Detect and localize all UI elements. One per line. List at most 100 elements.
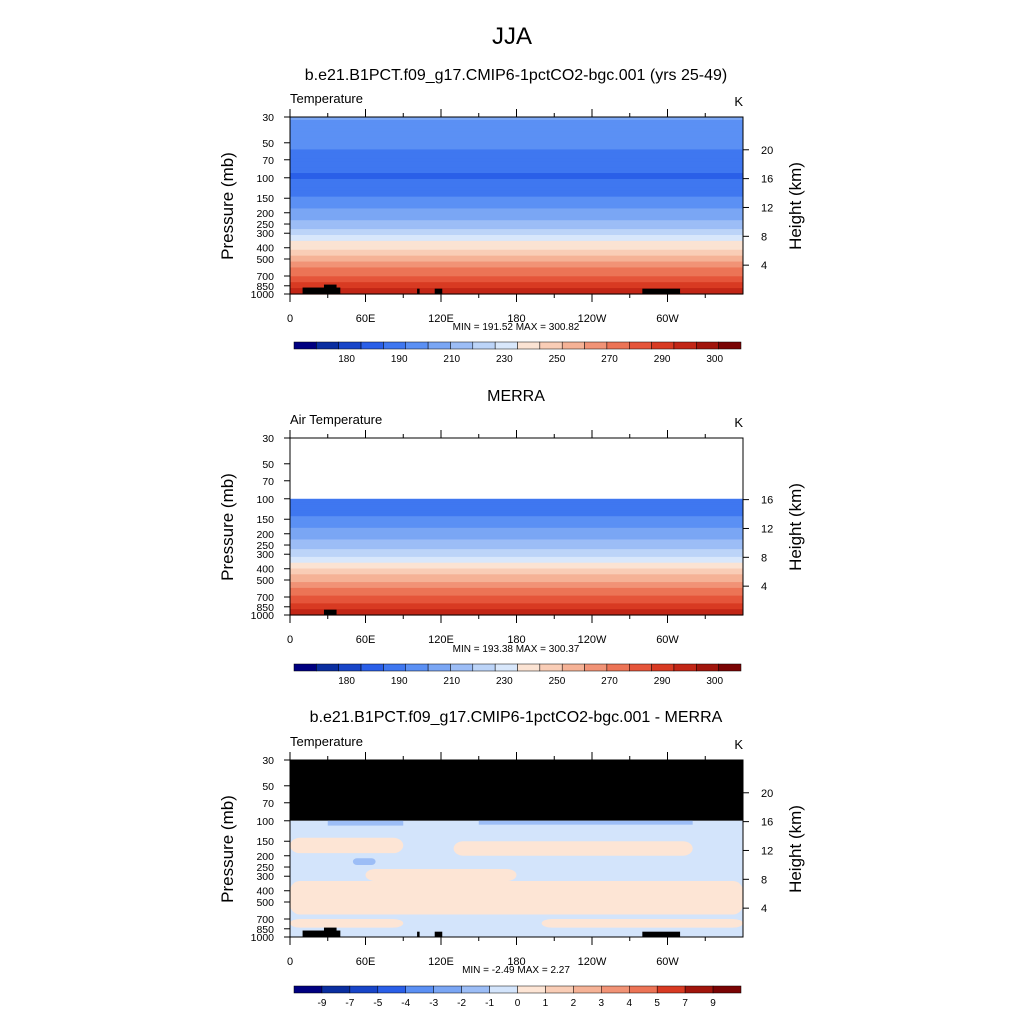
contour-band — [290, 578, 743, 581]
colorbar-swatch — [405, 663, 429, 672]
colorbar-label: 210 — [443, 354, 460, 365]
y-tick-label: 30 — [262, 112, 274, 124]
contour-band — [290, 161, 743, 165]
contour-field — [289, 437, 744, 616]
colorbar-swatch — [718, 341, 742, 350]
height-tick-label: 4 — [761, 260, 767, 272]
contour-band — [290, 173, 743, 177]
contour-band — [290, 131, 743, 136]
contour-band — [290, 554, 743, 558]
colorbar-swatch — [656, 985, 686, 994]
colorbar-swatch — [606, 663, 630, 672]
contour-band — [290, 232, 743, 236]
topography — [302, 287, 341, 294]
colorbar-swatch — [539, 663, 563, 672]
x-tick-label: 120E — [428, 634, 454, 646]
colorbar-label: 3 — [599, 998, 605, 1009]
colorbar-swatch — [561, 663, 585, 672]
colorbar-label: 9 — [710, 998, 716, 1009]
contour-band — [290, 498, 743, 502]
y-axis-label: Pressure (mb) — [218, 473, 237, 581]
colorbar-swatch — [712, 985, 742, 994]
contour-band — [290, 128, 743, 133]
contour-band — [290, 502, 743, 506]
topography — [434, 288, 443, 294]
y-tick-label: 70 — [262, 155, 274, 167]
colorbar-label: -9 — [317, 998, 326, 1009]
contour-band — [290, 158, 743, 162]
contour-band — [290, 522, 743, 525]
y-tick-label: 50 — [262, 459, 274, 471]
colorbar-swatch — [360, 663, 384, 672]
x-tick-label: 0 — [287, 634, 293, 646]
colorbar-swatch — [584, 663, 608, 672]
height-tick-label: 12 — [761, 845, 773, 857]
contour-band — [290, 609, 743, 612]
colorbar-swatch — [606, 341, 630, 350]
y-tick-label: 150 — [256, 836, 274, 848]
colorbar-swatch — [601, 985, 630, 994]
contour-band — [290, 576, 743, 579]
contour-band — [541, 918, 743, 928]
x-tick-label: 180 — [507, 313, 525, 325]
contour-band — [290, 235, 743, 239]
contour-band — [290, 591, 743, 595]
contour-band — [290, 167, 743, 171]
colorbar-swatch — [461, 985, 490, 994]
y-tick-label: 400 — [256, 886, 274, 898]
colorbar-swatch — [377, 985, 406, 994]
y-tick-label: 100 — [256, 173, 274, 185]
contour-band — [290, 240, 743, 245]
colorbar-swatch — [360, 341, 384, 350]
colorbar-label: 190 — [391, 676, 408, 687]
contour-band — [290, 255, 743, 260]
contour-band — [290, 237, 743, 242]
height-axis: 4 8 12 16 — [743, 495, 773, 593]
contour-band — [290, 556, 743, 560]
colorbar-swatch — [539, 341, 563, 350]
height-axis: 4 8 12 16 20 — [743, 145, 773, 272]
contour-band — [290, 199, 743, 204]
colorbar-label: -2 — [457, 998, 466, 1009]
right-axis-label: Height (km) — [786, 162, 805, 250]
colorbar-label: -4 — [401, 998, 410, 1009]
y-tick-label: 100 — [256, 816, 274, 828]
colorbar-swatch — [405, 341, 429, 350]
contour-band — [290, 508, 743, 511]
y-tick-label: 1000 — [251, 932, 275, 944]
contour-band — [290, 246, 743, 251]
colorbar-label: 300 — [706, 354, 723, 365]
colorbar-label: 270 — [601, 676, 618, 687]
y-tick-label: 500 — [256, 575, 274, 587]
colorbar-swatch — [427, 663, 451, 672]
contour-band — [290, 568, 743, 572]
colorbar-label: 190 — [391, 354, 408, 365]
colorbar-label: 4 — [626, 998, 632, 1009]
contour-band — [290, 539, 743, 542]
panel-title: b.e21.B1PCT.f09_g17.CMIP6-1pctCO2-bgc.00… — [310, 709, 723, 726]
right-axis-label: Height (km) — [786, 483, 805, 571]
y-tick-label: 700 — [256, 914, 274, 926]
colorbar-label: -7 — [345, 998, 354, 1009]
contour-band — [290, 607, 743, 610]
colorbar-label: 5 — [654, 998, 660, 1009]
contour-band — [290, 587, 743, 591]
contour-band — [290, 270, 743, 274]
height-tick-label: 8 — [761, 231, 767, 243]
colorbar-label: 7 — [682, 998, 688, 1009]
contour-band — [290, 564, 743, 568]
contour-band — [290, 202, 743, 207]
contour-band — [290, 243, 743, 248]
colorbar-label: -1 — [485, 998, 494, 1009]
colorbar-swatch — [427, 341, 451, 350]
topography — [417, 931, 420, 937]
y-tick-label: 150 — [256, 193, 274, 205]
min-max-stats: MIN = -2.49 MAX = 2.27 — [462, 965, 570, 976]
colorbar-swatch — [405, 985, 434, 994]
colorbar-swatch — [316, 663, 339, 672]
height-tick-label: 12 — [761, 202, 773, 214]
colorbar-label: 290 — [654, 354, 671, 365]
y-axis-label: Pressure (mb) — [218, 795, 237, 903]
